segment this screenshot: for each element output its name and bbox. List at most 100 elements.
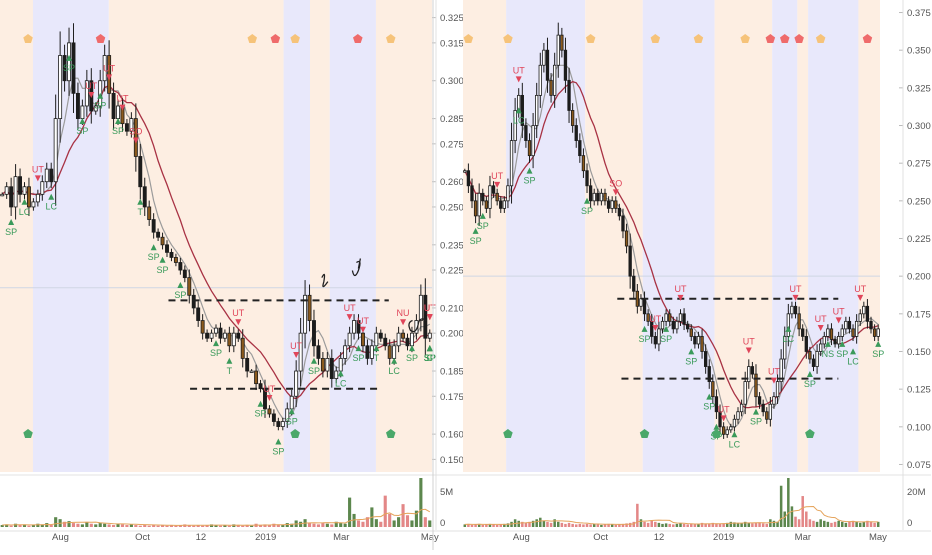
pentagon-marker-icon [585, 34, 596, 43]
signal-arrow-up-icon [785, 325, 792, 332]
candle-body [851, 328, 855, 337]
candle-body [142, 186, 147, 208]
candle-body [466, 170, 471, 187]
candle-body [538, 64, 542, 96]
candle-body [67, 42, 71, 82]
signal-label-green: SP [470, 236, 482, 246]
y-axis-tick-label: 0.185 [440, 367, 464, 378]
signal-label-green: SP [424, 353, 436, 363]
candle-body [427, 332, 432, 339]
volume-bar [14, 523, 18, 527]
candle-body [603, 192, 607, 202]
volume-bar [22, 524, 27, 527]
candle-body [553, 64, 557, 96]
volume-bar [664, 523, 668, 527]
volume-bar [467, 523, 470, 527]
candle-body [499, 200, 503, 209]
volume-bar [423, 517, 427, 527]
candle-body [236, 332, 241, 339]
volume-bar [707, 523, 711, 527]
candle-body [320, 358, 325, 372]
volume-bar [316, 524, 320, 527]
signal-arrow-up-icon [391, 357, 398, 364]
candle-body [491, 185, 496, 194]
signal-arrow-down-icon [88, 92, 95, 99]
candle-body [606, 200, 611, 209]
signal-label-green: LC [19, 207, 31, 217]
candle-body [588, 185, 593, 202]
y-axis-tick-label: 0.275 [440, 139, 464, 150]
candle-body [556, 34, 560, 66]
volume-bar [866, 520, 869, 527]
volume-bar [98, 523, 102, 527]
candle-body [617, 207, 622, 217]
signal-label-green: SP [112, 126, 124, 136]
candle-body [725, 429, 729, 435]
signal-arrow-up-icon [97, 92, 104, 99]
signal-arrow-up-icon [641, 325, 648, 332]
volume-bar [165, 525, 169, 527]
candle-body [865, 305, 870, 322]
signal-arrow-up-icon [79, 117, 86, 124]
volume-bar [819, 519, 822, 527]
candle-body [165, 244, 169, 253]
x-axis-tick-label: 12 [654, 532, 665, 543]
pentagon-marker-icon [290, 429, 300, 438]
volume-bar [614, 524, 618, 527]
signal-arrow-up-icon [426, 345, 433, 352]
volume-bar [582, 524, 585, 527]
signal-label-green: SP [639, 334, 651, 344]
candle-body [707, 366, 711, 383]
volume-bar [657, 522, 661, 527]
candle-body [578, 140, 582, 157]
shading-band [714, 0, 773, 472]
pentagon-marker-icon [247, 34, 257, 43]
signal-arrow-up-icon [275, 438, 282, 445]
candle-body [495, 192, 499, 202]
candle-body [227, 332, 232, 347]
candle-body [524, 125, 528, 141]
candle-body [675, 320, 679, 330]
signal-label-green: SP [272, 447, 284, 457]
signal-label-green: LC [729, 439, 741, 449]
y-axis-tick-label: 0.300 [907, 121, 931, 132]
candle-body [793, 305, 798, 315]
volume-bar [0, 525, 4, 527]
signal-arrow-up-icon [66, 54, 73, 61]
volume-bar [740, 523, 743, 527]
candle-body [338, 358, 343, 372]
volume-bar [258, 525, 263, 527]
signal-label-green: SP [660, 334, 672, 344]
candle-body [196, 307, 201, 321]
candle-body [361, 332, 365, 347]
candle-body [267, 408, 272, 415]
volume-bar [348, 497, 352, 527]
volume-bar [776, 521, 779, 527]
shading-band [642, 0, 715, 472]
candle-body [383, 337, 388, 347]
candle-body [739, 403, 744, 413]
candle-body [829, 328, 834, 340]
candle-body [714, 396, 719, 413]
volume-bar [103, 523, 107, 527]
signal-label-green: T [227, 366, 233, 376]
volume-bar [379, 521, 383, 527]
signal-arrow-down-icon [293, 352, 300, 359]
signal-label-green: SP [804, 379, 816, 389]
volume-bar [632, 521, 636, 527]
candle-body [484, 200, 489, 209]
signal-arrow-down-icon [346, 314, 353, 321]
candle-body [520, 94, 524, 126]
candle-body [567, 79, 571, 111]
volume-bar [610, 524, 614, 527]
signal-arrow-up-icon [713, 423, 720, 430]
volume-bar [169, 525, 174, 527]
volume-bar [356, 520, 361, 527]
candle-body [693, 336, 697, 345]
volume-bar [553, 519, 556, 527]
signal-label-green: LC [847, 356, 859, 366]
volume-bar [690, 523, 693, 527]
volume-bar [607, 523, 610, 527]
candle-body [53, 118, 58, 183]
